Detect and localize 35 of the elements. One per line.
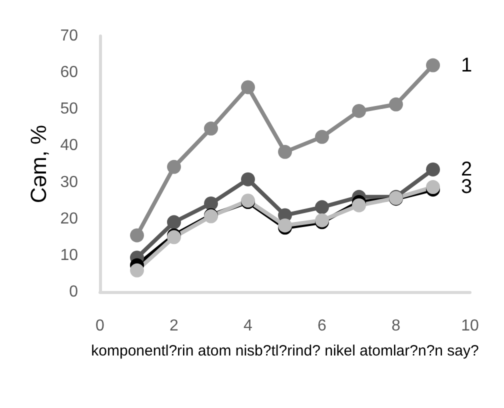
y-tick-label: 60 [60, 64, 78, 82]
point [315, 130, 329, 144]
point [204, 122, 218, 136]
x-tick-label: 6 [318, 318, 327, 334]
y-tick-label: 30 [60, 174, 78, 191]
x-tick-label: 4 [244, 318, 253, 334]
y-tick-label: 50 [60, 100, 78, 118]
y-axis-title: Cəm, % [26, 124, 51, 204]
point [167, 215, 181, 230]
y-tick-label: 70 [60, 28, 78, 44]
point [241, 80, 255, 94]
y-tick-label: 0 [69, 284, 78, 300]
x-tick-label: 10 [461, 318, 479, 334]
point [426, 58, 440, 72]
point [352, 104, 366, 118]
point [241, 172, 255, 186]
x-tick-label: 0 [96, 318, 105, 334]
point [278, 218, 292, 232]
x-axis-title: komponentl?rin atom nisb?tl?rind? nikel atomlar?n?n say? [91, 342, 479, 360]
point [426, 180, 440, 194]
y-tick-label: 10 [60, 246, 78, 264]
point [130, 228, 144, 242]
point [278, 144, 292, 159]
y-tick-label: 20 [60, 210, 78, 228]
point [426, 162, 440, 176]
x-tick-label: 8 [392, 318, 401, 334]
point [389, 97, 403, 112]
x-tick-label: 2 [170, 318, 179, 334]
point [167, 160, 181, 174]
point [315, 200, 329, 214]
point [204, 196, 218, 210]
point [352, 198, 366, 212]
series-label: 1 [461, 54, 472, 76]
point [130, 263, 144, 278]
y-tick-label: 40 [60, 137, 78, 154]
